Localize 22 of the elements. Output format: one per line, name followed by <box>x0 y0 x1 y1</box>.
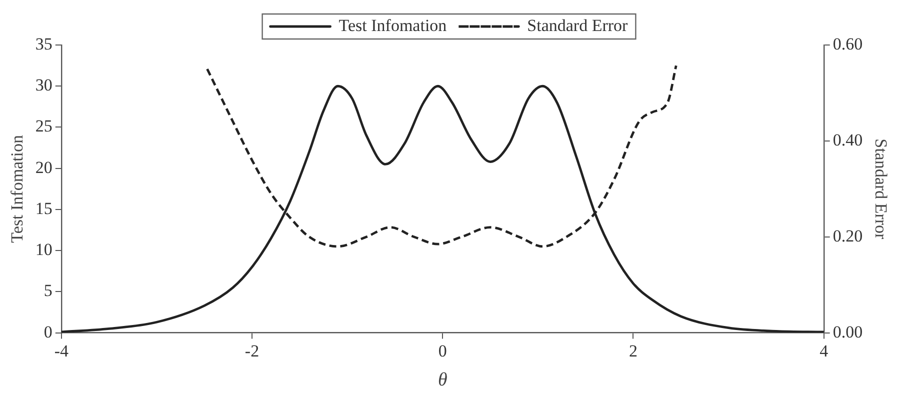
y-tick-label: 10 <box>35 240 52 260</box>
x-tick-label: -2 <box>244 341 260 360</box>
x-tick-label: 2 <box>628 341 638 360</box>
y-tick-label: 0 <box>44 322 52 342</box>
x-tick-label: -4 <box>54 341 69 360</box>
y-tick-label: 30 <box>35 76 52 95</box>
y-tick-label: 35 <box>35 34 52 54</box>
y2-axis-title: Standard Error <box>871 138 890 240</box>
y-tick-label: 15 <box>35 198 52 218</box>
y2-tick-label: 0.60 <box>832 34 863 54</box>
y2-tick-label: 0.40 <box>832 130 863 150</box>
y2-tick-label: 0.20 <box>832 226 863 246</box>
legend-label: Standard Error <box>527 16 628 35</box>
x-tick-label: 0 <box>438 341 447 360</box>
y2-tick-label: 0.00 <box>832 322 863 342</box>
x-axis-title: θ <box>438 370 448 391</box>
y-tick-label: 20 <box>35 158 52 177</box>
y-tick-label: 5 <box>44 281 52 300</box>
legend-label: Test Infomation <box>338 16 448 35</box>
x-tick-label: 4 <box>820 341 829 360</box>
y-axis-title: Test Infomation <box>8 134 27 243</box>
y-tick-label: 25 <box>35 116 52 136</box>
